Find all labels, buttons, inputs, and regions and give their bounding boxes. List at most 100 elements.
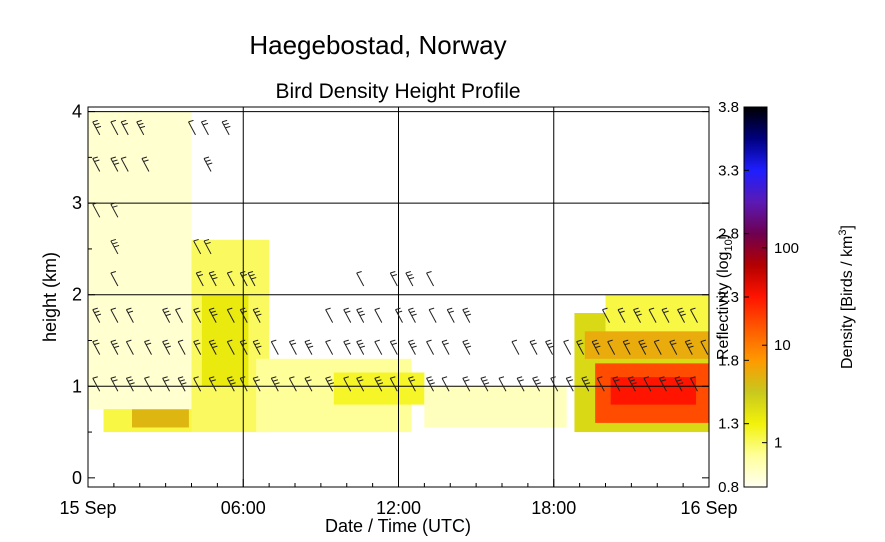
wind-barb-staff (193, 240, 202, 255)
wind-barb-staff (462, 378, 471, 392)
wind-barb-feather (648, 307, 655, 311)
wind-barb-feather (113, 345, 120, 349)
wind-barb-staff (596, 378, 605, 392)
wind-barb (648, 307, 657, 323)
wind-barb-feather (356, 270, 362, 274)
wind-barb-feather (205, 241, 211, 245)
wind-barb-feather (110, 156, 117, 159)
wind-barb (120, 119, 129, 136)
wind-barb-feather (638, 339, 644, 343)
wind-barb-feather (203, 156, 210, 159)
wind-barb-staff (407, 378, 416, 392)
wind-barb-feather (518, 379, 524, 382)
wind-barb-feather (209, 270, 215, 274)
wind-barb-feather (374, 307, 380, 311)
wind-barb-staff (532, 378, 541, 392)
wind-barb (677, 307, 686, 323)
wind-barb-feather (202, 122, 209, 126)
wind-barb-feather (685, 339, 691, 343)
wind-barb-staff (426, 378, 434, 392)
wind-barb-feather (409, 342, 416, 346)
wind-barb-feather (428, 379, 434, 382)
wind-barb (480, 376, 490, 392)
wind-barb-staff (356, 341, 365, 355)
wind-barb-feather (240, 270, 246, 274)
wind-barb-feather (426, 339, 432, 343)
wind-barb-staff (125, 341, 134, 355)
wind-barb-feather (210, 379, 216, 382)
wind-barb-feather (578, 342, 584, 346)
wind-barb (203, 156, 213, 172)
wind-barb-feather (663, 310, 669, 314)
wind-barb-feather (203, 238, 210, 242)
wind-barb-staff (304, 341, 313, 355)
wind-barb-staff (193, 341, 202, 355)
wind-barb-feather (110, 202, 117, 205)
wind-barb (516, 376, 525, 392)
wind-barb-feather (426, 270, 432, 274)
wind-barb (144, 376, 152, 392)
wind-barb (374, 339, 383, 355)
wind-barb-feather (534, 379, 540, 382)
wind-barb (252, 376, 261, 392)
wind-barb-feather (614, 379, 620, 382)
wind-barb-staff (125, 309, 134, 323)
wind-barb (252, 307, 262, 323)
wind-barb (239, 339, 248, 355)
x-tick-label: 15 Sep (59, 498, 116, 518)
wind-barb (288, 376, 297, 392)
colorbar-density-label: 100 (774, 240, 799, 257)
wind-barb-feather (126, 307, 132, 311)
wind-barb-staff (511, 341, 520, 355)
wind-barb-feather (304, 376, 311, 379)
wind-barb-feather (325, 307, 331, 311)
wind-barb (270, 339, 279, 355)
wind-barb-feather (640, 342, 646, 346)
wind-barb-feather (112, 205, 118, 208)
wind-barb (177, 339, 186, 355)
colorbar-reflectivity-label: 1.3 (718, 416, 739, 433)
wind-barb-feather (464, 379, 470, 382)
wind-barb-staff (325, 309, 334, 323)
wind-barb-feather (376, 379, 382, 382)
wind-barb-staff (200, 121, 209, 136)
wind-barb-feather (690, 307, 696, 311)
wind-barb-staff (498, 378, 507, 392)
wind-barb-feather (550, 376, 556, 379)
wind-barb (661, 307, 670, 323)
wind-barb-feather (482, 379, 488, 382)
wind-barb (239, 270, 248, 287)
wind-barb (110, 119, 119, 136)
wind-barb-feather (629, 379, 636, 382)
wind-barb-feather (207, 162, 213, 165)
wind-barb (325, 307, 334, 323)
wind-barb-staff (407, 309, 416, 323)
wind-barb-feather (201, 119, 207, 123)
wind-barb-feather (448, 310, 454, 314)
wind-barb-feather (95, 313, 102, 317)
wind-barb-feather (516, 376, 523, 379)
wind-barb (462, 307, 472, 323)
wind-barb (389, 339, 398, 355)
wind-barb-feather (396, 310, 403, 314)
wind-barb-feather (624, 342, 630, 346)
wind-barb-feather (447, 307, 453, 311)
wind-barb-feather (483, 382, 490, 385)
wind-barb-staff (110, 272, 119, 287)
wind-barb (356, 339, 366, 355)
wind-barb-staff (120, 158, 129, 172)
wind-barb-feather (249, 273, 255, 277)
colorbar-reflectivity-label-sub: 10 (723, 239, 735, 251)
wind-barb (208, 307, 218, 323)
wind-barbs (92, 119, 709, 392)
wind-barb-feather (304, 339, 311, 343)
y-tick-label: 1 (72, 376, 82, 396)
wind-barb-staff (110, 309, 119, 323)
wind-barb-feather (674, 376, 681, 379)
wind-barb-staff (677, 309, 685, 323)
wind-barb-feather (480, 376, 487, 379)
colorbar-density-label: 1 (774, 435, 782, 452)
wind-barb-staff (162, 341, 171, 355)
wind-barb-feather (110, 339, 117, 343)
